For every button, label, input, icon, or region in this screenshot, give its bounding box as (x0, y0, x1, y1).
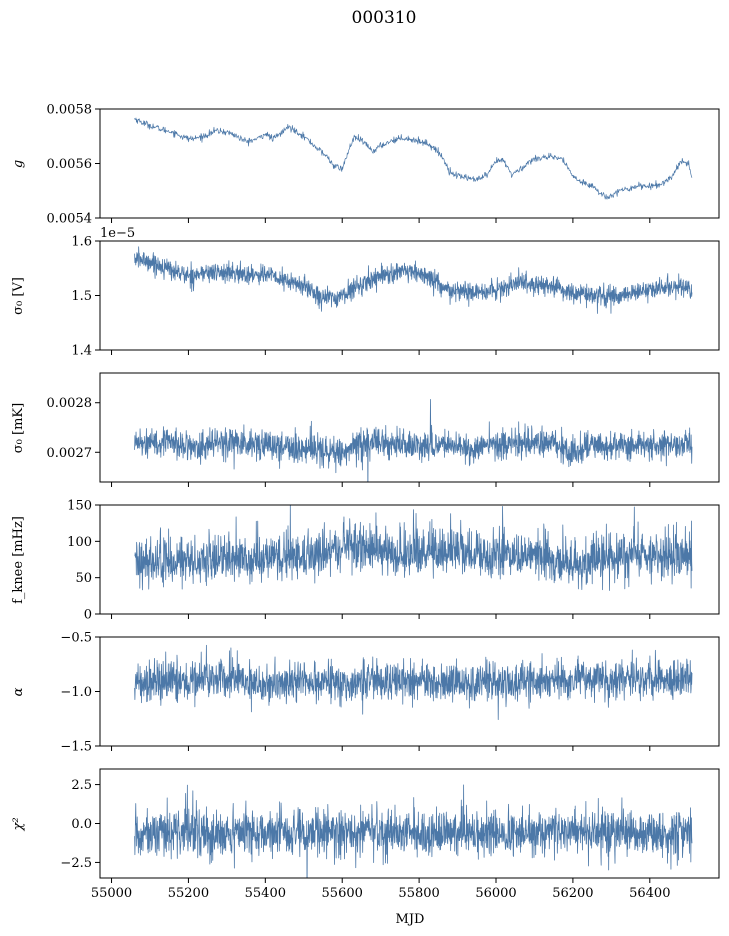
ytick-label-5-2: 2.5 (71, 778, 92, 793)
panel-chi2: χ² MJD −2.5 0.0 2.5 55000 55200 55400 55600 558… (11, 768, 720, 927)
panel-sigma-mk: σ₀ [mK] 0.0027 0.0028 (11, 372, 720, 487)
panel-alpha: α −1.5 −1.0 −0.5 (11, 631, 720, 755)
ytick-label-4-1: −1.0 (60, 685, 92, 700)
series-line-5-0 (134, 784, 693, 878)
ytick-label-4-0: −1.5 (60, 740, 92, 755)
axes-frame-3 (99, 504, 720, 615)
ytick-label-1-1: 1.5 (71, 289, 92, 304)
ytick-label-3-3: 150 (67, 499, 92, 514)
offset-text-sigma-volts: 1e−5 (100, 226, 135, 241)
ytick-label-0-0: 0.0054 (47, 212, 93, 227)
series-line-4-0 (134, 644, 693, 721)
series-line-1-0 (134, 246, 693, 314)
ytick-label-5-1: 0.0 (71, 817, 92, 832)
ytick-label-5-0: −2.5 (60, 856, 92, 871)
ylabel-gain: g (11, 160, 26, 168)
xlabel-mjd: MJD (396, 912, 425, 927)
ytick-label-3-2: 100 (67, 535, 92, 550)
ytick-label-4-2: −0.5 (60, 631, 92, 646)
figure-title: 000310 (352, 8, 417, 28)
panel-sigma-volts: 1e−5 σ₀ [V] 1.4 1.5 1.6 (11, 226, 720, 359)
xtick-label-3: 55600 (322, 886, 363, 901)
ylabel-sigma-volts: σ₀ [V] (11, 277, 26, 315)
ytick-label-0-1: 0.0056 (47, 157, 93, 172)
axes-frame-2 (99, 372, 720, 483)
ylabel-alpha: α (11, 687, 26, 696)
ytick-label-2-0: 0.0027 (47, 446, 93, 461)
xtick-label-7: 56400 (629, 886, 670, 901)
series-line-0-0 (134, 117, 693, 200)
panel-gain: g 0.0054 0.0056 0.0058 (11, 103, 720, 227)
panel-fknee: f_knee [mHz] 0 50 100 150 (11, 499, 720, 623)
ytick-label-0-2: 0.0058 (47, 103, 93, 118)
xtick-label-1: 55200 (168, 886, 209, 901)
series-line-3-0 (134, 505, 693, 591)
ylabel-fknee: f_knee [mHz] (11, 516, 26, 604)
series-line-2-0 (134, 399, 693, 482)
ylabel-sigma-mk: σ₀ [mK] (11, 403, 26, 453)
ytick-label-3-0: 0 (84, 608, 92, 623)
ytick-label-1-0: 1.4 (71, 344, 92, 359)
xtick-label-5: 56000 (475, 886, 516, 901)
xtick-label-4: 55800 (398, 886, 439, 901)
ytick-label-3-1: 50 (75, 571, 92, 586)
ytick-label-1-2: 1.6 (71, 235, 92, 250)
axes-frame-0 (99, 108, 720, 219)
xtick-label-0: 55000 (91, 886, 132, 901)
ylabel-chi2: χ² (11, 817, 26, 831)
ytick-label-2-1: 0.0028 (47, 396, 93, 411)
xtick-label-2: 55400 (245, 886, 286, 901)
xtick-label-6: 56200 (552, 886, 593, 901)
